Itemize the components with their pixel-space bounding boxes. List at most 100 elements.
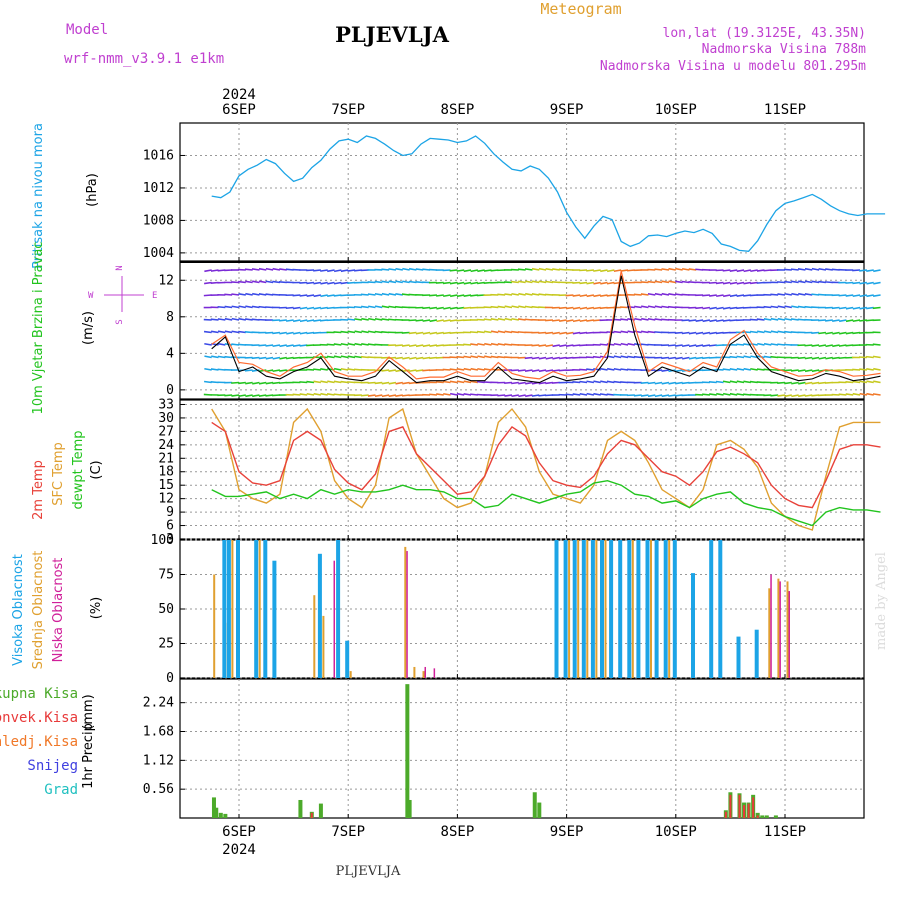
wind-arrow bbox=[374, 381, 383, 385]
wind-arrow bbox=[661, 268, 670, 271]
wind-arrow bbox=[443, 392, 451, 396]
wind-arrow bbox=[381, 369, 390, 372]
wind-arrow bbox=[435, 381, 444, 384]
wind-arrow bbox=[326, 355, 335, 359]
wind-arrow bbox=[709, 331, 717, 335]
year-label-top: 2024 bbox=[222, 87, 256, 103]
wind-arrow bbox=[320, 269, 328, 272]
wind-arrow bbox=[265, 293, 274, 296]
wind-arrow bbox=[456, 355, 465, 359]
wind-arrow bbox=[681, 293, 690, 296]
wind-arrow bbox=[708, 344, 717, 347]
wind-arrow bbox=[545, 280, 554, 284]
wind-arrow bbox=[825, 319, 833, 322]
wind-panel: 0 4 8 12 bbox=[158, 261, 881, 400]
cloud-bar-high bbox=[554, 540, 559, 678]
wind-arrow bbox=[279, 331, 287, 335]
top-day-label: 10SEP bbox=[655, 102, 697, 118]
top-day-label: 6SEP bbox=[222, 102, 256, 118]
cloud-mid-label: Srednja Oblacnost bbox=[31, 551, 46, 670]
wind-arrow bbox=[763, 269, 772, 272]
wind-arrow bbox=[647, 381, 656, 385]
wind-arrow bbox=[388, 369, 397, 372]
wind-arrow bbox=[435, 344, 444, 347]
wind-arrow bbox=[463, 343, 472, 346]
precip-bar-convective bbox=[738, 794, 741, 818]
wind-arrow bbox=[825, 268, 833, 271]
wind-arrow bbox=[476, 393, 485, 396]
wind-arrow bbox=[668, 280, 676, 284]
wind-compass: W E S N bbox=[88, 265, 157, 324]
wind-arrow bbox=[688, 344, 697, 348]
cloud-bar-high bbox=[590, 540, 595, 678]
wind-arrow bbox=[333, 343, 342, 346]
wind-arrow bbox=[299, 393, 308, 396]
wind-arrow bbox=[613, 367, 622, 371]
wind-arrow bbox=[531, 344, 540, 347]
wind-arrow bbox=[579, 392, 588, 396]
cloud-bar-low bbox=[779, 581, 781, 678]
wind-arrow bbox=[858, 331, 867, 334]
wind-arrow bbox=[538, 293, 547, 296]
wind-arrow bbox=[292, 344, 301, 347]
wind-arrow bbox=[347, 281, 356, 284]
wind-arrow bbox=[538, 356, 547, 360]
top-day-label: 9SEP bbox=[550, 102, 584, 118]
wind-arrow bbox=[756, 281, 765, 284]
wind-arrow bbox=[299, 381, 308, 384]
wind-arrow bbox=[456, 281, 465, 285]
wind-arrow bbox=[245, 394, 253, 398]
wind-arrow bbox=[783, 268, 792, 271]
wind-arrow bbox=[265, 280, 274, 284]
wind-arrow bbox=[279, 356, 287, 360]
wind-arrow bbox=[873, 281, 881, 285]
wind-arrow bbox=[579, 344, 588, 347]
wind-arrow bbox=[743, 294, 751, 297]
cloud-bar-mid bbox=[413, 666, 416, 678]
wind-arrow bbox=[749, 380, 758, 384]
wind-arrow bbox=[408, 394, 417, 397]
wind-arrow bbox=[736, 306, 745, 310]
wind-arrow bbox=[633, 355, 642, 359]
wind-arrow bbox=[593, 392, 601, 396]
wind-arrow bbox=[777, 293, 786, 296]
wind-arrow bbox=[804, 305, 813, 309]
wind-arrow bbox=[695, 356, 704, 360]
wind-arrow bbox=[565, 319, 574, 323]
wind-arrow bbox=[456, 294, 465, 298]
precipitation-panel: 0.56 1.12 1.68 2.24 bbox=[143, 678, 865, 819]
wind-arrow bbox=[237, 343, 246, 346]
wind-arrow bbox=[279, 268, 287, 271]
wind-arrow bbox=[784, 280, 792, 284]
pressure-panel: 1004 1008 1012 1016 bbox=[143, 122, 886, 262]
wind-arrow bbox=[811, 369, 820, 373]
wind-arrow bbox=[285, 356, 294, 360]
wind-arrow bbox=[784, 305, 792, 309]
wind-arrow bbox=[306, 331, 315, 335]
wind-arrow bbox=[811, 331, 820, 334]
wind-arrow bbox=[729, 294, 738, 298]
wind-arrow bbox=[545, 267, 554, 271]
wind-arrow bbox=[490, 355, 499, 359]
wind-arrow bbox=[374, 292, 383, 296]
wind-arrow bbox=[422, 319, 431, 322]
wind-arrow bbox=[872, 355, 881, 359]
wind-arrow bbox=[340, 269, 349, 273]
wind-arrow bbox=[790, 369, 799, 372]
wind-arrow bbox=[626, 269, 635, 272]
cloud-bar-high bbox=[345, 640, 350, 678]
wind-arrow bbox=[252, 394, 260, 398]
wind-arrow bbox=[306, 392, 315, 396]
wind-arrow bbox=[770, 394, 779, 397]
wind-arrow bbox=[750, 367, 758, 371]
wind-arrow bbox=[599, 343, 608, 346]
wind-arrow bbox=[292, 294, 301, 297]
wind-arrow bbox=[749, 294, 758, 297]
wind-arrow bbox=[251, 318, 260, 321]
wind-arrow bbox=[633, 293, 642, 296]
wind-arrow bbox=[586, 392, 595, 396]
wind-arrow bbox=[708, 381, 717, 384]
top-day-labels: 6SEP 7SEP 8SEP 9SEP 10SEP 11SEP bbox=[222, 102, 806, 118]
temp-ytick-label: 24 bbox=[158, 438, 174, 453]
wind-arrow bbox=[818, 319, 827, 322]
